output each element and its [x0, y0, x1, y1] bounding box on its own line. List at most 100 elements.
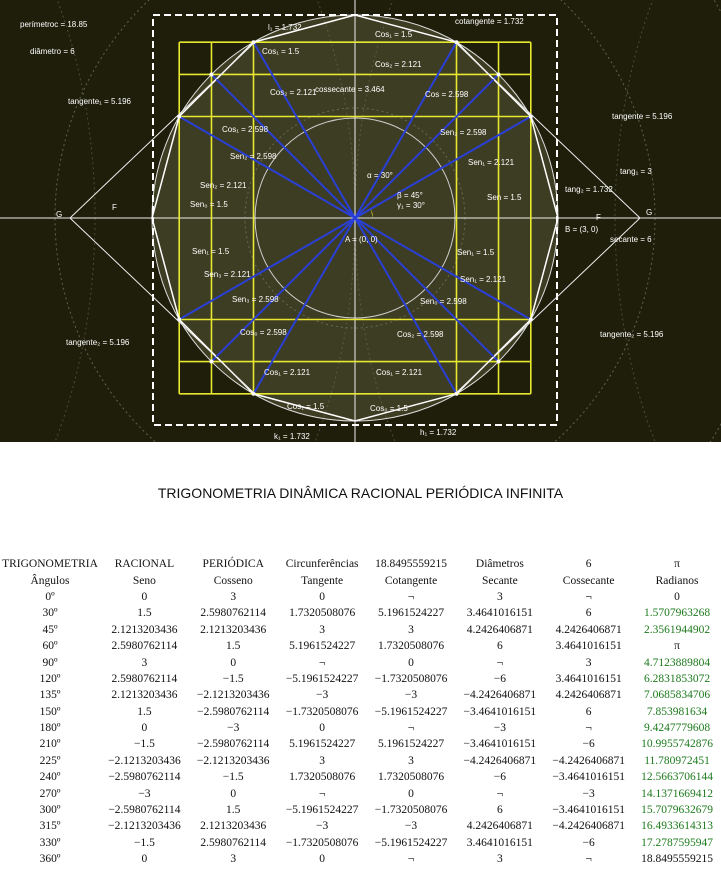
- diagram-label: cotangente = 1.732: [455, 17, 524, 26]
- table-row: 60º 2.5980762114 1.5 5.1961524227 1.73205080…: [0, 638, 721, 654]
- table-cell: 6: [496, 640, 503, 653]
- table-row: 225º −2.1213203436 −2.1213203436 3 3 −4.24264…: [0, 753, 721, 769]
- table-cell: 0: [674, 590, 680, 603]
- table-cell: 3.4641016151: [466, 607, 533, 620]
- diagram-label: γ₁ = 30°: [397, 201, 425, 210]
- table-cell: 10.9955742876: [641, 738, 713, 751]
- diagram-label: Cos₂ = 2.121: [270, 88, 317, 97]
- table-cell: ¬: [585, 853, 592, 866]
- table-cell: 3: [585, 656, 592, 669]
- table-cell: −1.7320508076: [285, 836, 359, 849]
- table-cell: −1.5: [222, 672, 244, 685]
- diagram-label: Cos₁ = 2.121: [264, 368, 311, 377]
- table-cell: 315º: [39, 820, 61, 833]
- table-cell: 90º: [42, 656, 58, 669]
- point: [496, 72, 501, 77]
- table-cell: −5.1961524227: [374, 836, 448, 849]
- table-cell: 3.4641016151: [466, 836, 533, 849]
- table-cell: −5.1961524227: [285, 672, 359, 685]
- table-cell: −2.5980762114: [197, 738, 270, 751]
- table-cell: 3: [230, 590, 237, 603]
- tangent-line: [69, 217, 256, 395]
- table-row: 135º 2.1213203436 −2.1213203436 −3 −3 −4.2426…: [0, 687, 721, 703]
- table-cell: −6: [493, 771, 506, 784]
- table-cell: 120º: [39, 672, 61, 685]
- table-cell: 1.5: [226, 804, 241, 817]
- table-cell: 6: [585, 607, 592, 620]
- table-cell: 3: [319, 623, 325, 636]
- table-cell: 6: [496, 804, 503, 817]
- table-cell: 210º: [39, 738, 61, 751]
- angle-arc: [370, 209, 373, 218]
- table-cell: 0º: [45, 590, 55, 603]
- diagram-label: Sen₀ = 1.5: [190, 200, 228, 209]
- table-cell: Ângulos: [30, 574, 70, 587]
- table-cell: π: [674, 640, 680, 653]
- table-cell: 1.5: [137, 705, 152, 718]
- diagram-label: Cos₀ = 1.5: [370, 404, 408, 413]
- point: [209, 359, 214, 364]
- table-cell: 16.4933614313: [641, 820, 713, 833]
- table-row: 90º 3 0 ¬ 0 ¬ 3 4.7123889804: [0, 654, 721, 670]
- table-cell: 6: [585, 558, 592, 571]
- polygon-edge: [151, 116, 180, 219]
- diagram-label: tangente = 5.196: [612, 112, 673, 121]
- table-row: 330º −1.5 2.5980762114 −1.7320508076 −5.1961…: [0, 835, 721, 851]
- diagram-label: Sen₂ = 2.598: [230, 152, 277, 161]
- table-cell: −3.4641016151: [552, 771, 625, 784]
- polygon-edge: [354, 393, 457, 422]
- diagram-label: perímetroc = 18.85: [20, 20, 88, 29]
- point: [209, 72, 214, 77]
- table-cell: ¬: [407, 590, 415, 603]
- table-cell: 6.2831853072: [643, 672, 711, 685]
- table-cell: 5.1961524227: [377, 607, 445, 620]
- table-cell: 1.7320508076: [289, 771, 356, 784]
- table-cell: 15.7079632679: [641, 804, 713, 817]
- diagram-label: A = (0, 0): [345, 235, 378, 244]
- table-cell: 3: [141, 656, 148, 669]
- table-cell: −1.5: [133, 738, 155, 751]
- table-row: 240º −2.5980762114 −1.5 1.7320508076 1.73205…: [0, 769, 721, 785]
- table-cell: 12.5663706144: [641, 771, 713, 784]
- table-cell: 0: [141, 722, 148, 735]
- table-cell: 2.1213203436: [111, 689, 178, 702]
- table-cell: ¬: [318, 787, 326, 800]
- table-cell: −6: [582, 738, 595, 751]
- table-cell: ¬: [496, 656, 504, 669]
- diagram-label: Sen₀ = 2.598: [420, 297, 467, 306]
- table-cell: 300º: [39, 804, 61, 817]
- table-cell: Cossecante: [562, 574, 615, 587]
- table-row: 150º 1.5 −2.5980762114 −1.7320508076 −5.1961…: [0, 704, 721, 720]
- table-cell: −2.5980762114: [197, 705, 270, 718]
- radius: [252, 217, 356, 395]
- table-cell: 2.5980762114: [111, 672, 178, 685]
- table-cell: −3.4641016151: [463, 705, 537, 718]
- tangent-line: [454, 217, 641, 395]
- table-cell: 3: [319, 754, 325, 767]
- table-cell: 1.5707963268: [643, 607, 711, 620]
- table-row: 360º 0 3 0 ¬ 3 ¬ 18.8495559215: [0, 851, 721, 867]
- table-cell: 3: [408, 623, 414, 636]
- table-cell: −3: [582, 787, 595, 800]
- table-row: 300º −2.5980762114 1.5 −5.1961524227 −1.7320…: [0, 802, 721, 818]
- table-cell: 135º: [39, 689, 61, 702]
- diagram-label: F: [112, 203, 117, 212]
- polygon-edge: [253, 393, 356, 422]
- diagram-label: l₁ = 1.732: [268, 23, 302, 32]
- diagram-label: k₁ = 1.732: [274, 432, 310, 441]
- radius: [178, 115, 356, 219]
- table-cell: 3: [230, 853, 237, 866]
- table-cell: 150º: [39, 705, 61, 718]
- diagram-label: Cos₁ = 1.5: [287, 402, 325, 411]
- point: [496, 359, 501, 364]
- table-cell: 180º: [39, 722, 61, 735]
- radius: [210, 217, 356, 363]
- table-cell: ¬: [318, 656, 326, 669]
- table-cell: −3: [316, 820, 329, 833]
- diagram-label: tangente₂ = 5.196: [600, 330, 664, 339]
- table-cell: 1.7320508076: [377, 771, 445, 784]
- table-cell: 1.5: [137, 607, 152, 620]
- polygon-edge: [530, 116, 559, 219]
- table-cell: 6: [585, 705, 592, 718]
